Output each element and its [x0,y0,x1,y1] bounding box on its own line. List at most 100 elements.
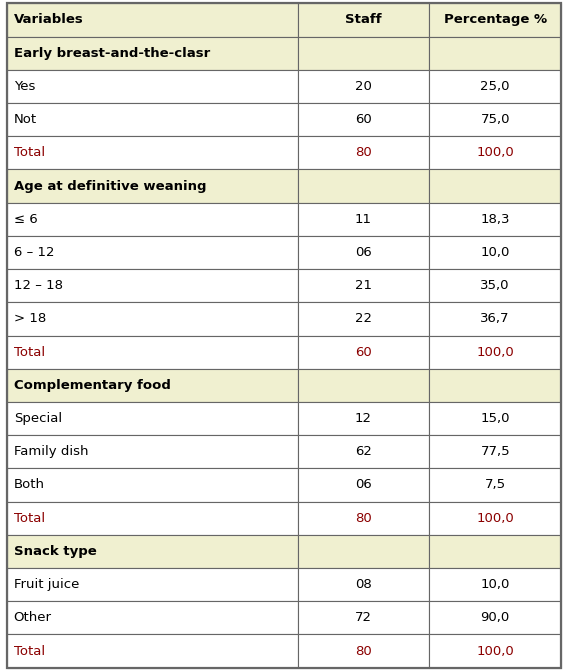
Bar [298,302,429,336]
Bar [429,502,561,535]
Text: Staff: Staff [345,13,382,26]
Text: 100,0: 100,0 [477,346,514,358]
Bar [7,70,298,103]
Text: Other: Other [14,611,52,624]
Text: ≤ 6: ≤ 6 [14,213,37,225]
Bar [7,302,298,336]
Text: 11: 11 [355,213,372,225]
Bar [7,435,298,468]
Bar [298,36,429,70]
Text: 36,7: 36,7 [481,313,510,325]
Bar [429,3,561,36]
Bar [7,236,298,269]
Bar [298,468,429,502]
Bar [429,468,561,502]
Bar [298,103,429,136]
Bar [298,170,429,203]
Text: 18,3: 18,3 [481,213,510,225]
Text: 21: 21 [355,279,372,292]
Text: Snack type: Snack type [14,545,97,558]
Bar [7,535,298,568]
Bar [429,136,561,169]
Text: 06: 06 [355,246,372,259]
Text: Fruit juice: Fruit juice [14,578,79,591]
Bar [7,468,298,502]
Bar [7,36,298,70]
Bar [429,635,561,668]
Text: 60: 60 [355,113,372,126]
Bar [429,236,561,269]
Text: 100,0: 100,0 [477,512,514,525]
Text: 7,5: 7,5 [485,478,506,491]
Bar [429,568,561,601]
Text: 100,0: 100,0 [477,146,514,159]
Text: 75,0: 75,0 [481,113,510,126]
Text: 62: 62 [355,446,372,458]
Bar [298,203,429,236]
Bar [298,336,429,369]
Bar [298,3,429,36]
Text: 72: 72 [355,611,372,624]
Text: 25,0: 25,0 [481,80,510,93]
Bar [429,535,561,568]
Text: > 18: > 18 [14,313,46,325]
Bar [429,70,561,103]
Bar [7,402,298,435]
Text: Total: Total [14,512,45,525]
Text: 12 – 18: 12 – 18 [14,279,62,292]
Text: Age at definitive weaning: Age at definitive weaning [14,180,206,193]
Text: 80: 80 [355,645,372,658]
Bar [429,170,561,203]
Text: 77,5: 77,5 [481,446,510,458]
Bar [429,369,561,402]
Text: Yes: Yes [14,80,35,93]
Text: 08: 08 [355,578,372,591]
Bar [7,601,298,635]
Text: 35,0: 35,0 [481,279,510,292]
Bar [429,336,561,369]
Text: Not: Not [14,113,37,126]
Bar [298,236,429,269]
Bar [7,103,298,136]
Text: 90,0: 90,0 [481,611,510,624]
Text: 22: 22 [355,313,372,325]
Bar [7,269,298,302]
Bar [7,635,298,668]
Bar [298,369,429,402]
Bar [7,369,298,402]
Bar [429,302,561,336]
Bar [298,269,429,302]
Bar [7,170,298,203]
Text: 60: 60 [355,346,372,358]
Bar [7,3,298,36]
Bar [298,435,429,468]
Bar [429,601,561,635]
Bar [7,136,298,169]
Bar [429,402,561,435]
Text: 6 – 12: 6 – 12 [14,246,54,259]
Text: Total: Total [14,146,45,159]
Bar [298,601,429,635]
Bar [298,70,429,103]
Text: 20: 20 [355,80,372,93]
Text: 10,0: 10,0 [481,578,510,591]
Bar [298,502,429,535]
Bar [7,203,298,236]
Text: 100,0: 100,0 [477,645,514,658]
Bar [7,336,298,369]
Text: 80: 80 [355,512,372,525]
Bar [298,635,429,668]
Text: 15,0: 15,0 [481,412,510,425]
Bar [429,103,561,136]
Text: 80: 80 [355,146,372,159]
Text: Complementary food: Complementary food [14,379,170,392]
Bar [429,435,561,468]
Text: 06: 06 [355,478,372,491]
Text: Early breast-and-the-clasr: Early breast-and-the-clasr [14,47,210,60]
Bar [298,568,429,601]
Bar [429,269,561,302]
Text: Special: Special [14,412,62,425]
Text: Variables: Variables [14,13,83,26]
Bar [298,136,429,169]
Text: Total: Total [14,645,45,658]
